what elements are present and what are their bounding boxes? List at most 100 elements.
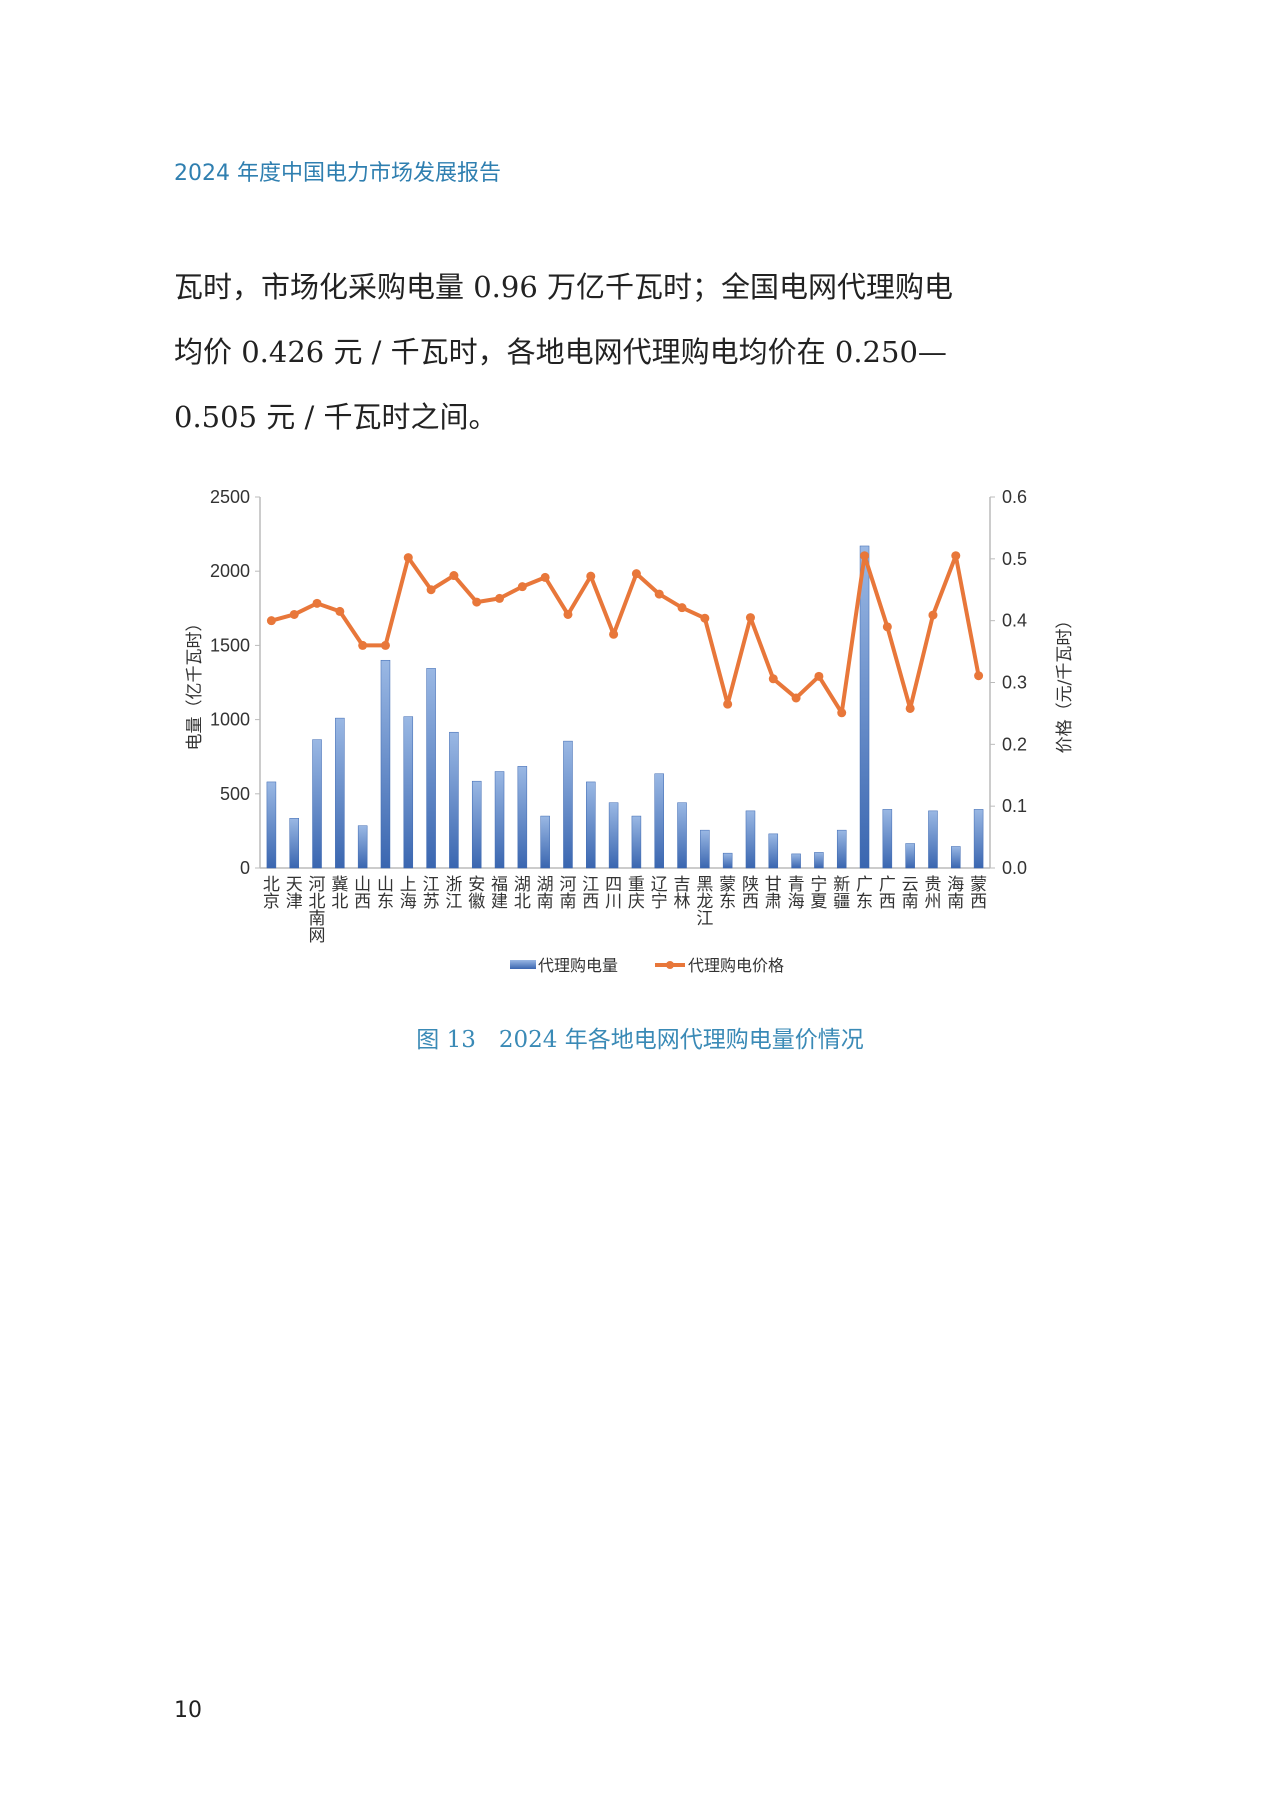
bar-甘肃	[768, 833, 779, 869]
bar-重庆	[631, 815, 642, 869]
price-point-上海	[403, 553, 413, 563]
price-point-陕西	[745, 613, 755, 623]
category-label: 重庆	[628, 875, 645, 912]
category-label: 安徽	[468, 875, 485, 912]
bar-辽宁	[654, 773, 664, 869]
category-label: 青海	[788, 875, 805, 912]
category-label: 吉林	[674, 875, 691, 912]
right-tick-label: 0.5	[1002, 549, 1027, 569]
price-point-广东	[860, 551, 870, 561]
left-tick-label: 2500	[210, 487, 250, 507]
category-label: 蒙西	[970, 875, 987, 912]
right-tick-label: 0.6	[1002, 487, 1027, 507]
category-label: 甘肃	[765, 875, 782, 912]
bar-天津	[289, 818, 299, 869]
right-tick-label: 0.0	[1002, 858, 1027, 878]
price-point-山西	[358, 640, 368, 650]
category-label: 蒙东	[719, 875, 736, 912]
price-point-贵州	[928, 610, 938, 620]
legend-bar-swatch	[510, 960, 536, 969]
bar-蒙西	[973, 809, 984, 869]
category-label: 广西	[879, 875, 896, 912]
category-label: 陕西	[742, 875, 759, 912]
left-tick-label: 1500	[210, 635, 250, 655]
price-point-新疆	[837, 708, 847, 718]
price-point-青海	[791, 693, 801, 703]
category-label: 湖南	[537, 875, 554, 912]
right-tick-label: 0.4	[1002, 611, 1027, 631]
bar-青海	[791, 853, 801, 869]
price-point-四川	[609, 629, 619, 639]
bar-蒙东	[722, 852, 733, 869]
right-axis-title: 价格（元/千瓦时）	[1055, 612, 1075, 754]
category-label: 河南	[559, 875, 576, 912]
bar-陕西	[745, 810, 756, 869]
bar-贵州	[928, 810, 938, 869]
price-point-蒙东	[723, 699, 733, 709]
bar-四川	[608, 802, 619, 869]
legend-line-marker	[666, 961, 674, 969]
price-point-海南	[951, 551, 961, 561]
page-number: 10	[174, 1698, 202, 1723]
left-tick-label: 500	[220, 784, 250, 804]
category-label: 宁夏	[810, 875, 827, 912]
price-point-冀北	[335, 606, 345, 616]
price-point-宁夏	[814, 671, 824, 681]
category-label: 湖北	[514, 875, 531, 912]
category-label: 冀北	[331, 875, 348, 912]
category-label: 海南	[947, 875, 964, 912]
figure-caption: 图 13 2024 年各地电网代理购电量价情况	[416, 1027, 864, 1053]
bar-山西	[357, 825, 368, 869]
bar-冀北	[335, 717, 345, 869]
price-point-蒙西	[974, 671, 984, 681]
category-label: 河北南网	[309, 875, 326, 946]
price-point-广西	[882, 622, 892, 632]
bar-海南	[951, 846, 961, 869]
bar-山东	[380, 659, 391, 869]
bar-江苏	[426, 668, 436, 869]
body-paragraph: 瓦时，市场化采购电量 0.96 万亿千瓦时；全国电网代理购电 均价 0.426 …	[174, 255, 1094, 450]
legend-line-label: 代理购电价格	[688, 956, 784, 975]
bar-上海	[403, 716, 414, 869]
right-tick-label: 0.2	[1002, 734, 1027, 754]
bar-安徽	[471, 780, 482, 869]
body-line: 0.505 元 / 千瓦时之间。	[174, 400, 498, 434]
running-header: 2024 年度中国电力市场发展报告	[174, 161, 501, 186]
bar-福建	[494, 771, 505, 869]
bar-北京	[266, 781, 277, 869]
price-point-甘肃	[768, 674, 778, 684]
category-label: 山西	[354, 875, 371, 912]
category-label: 云南	[902, 875, 919, 912]
bar-宁夏	[814, 852, 824, 869]
bar-新疆	[836, 829, 847, 869]
right-tick-label: 0.1	[1002, 796, 1027, 816]
price-point-浙江	[449, 571, 459, 581]
category-label: 天津	[286, 875, 303, 912]
combo-chart: 0 500 1000 1500 2000 2500 0.0 0.1 0.2 0.3 0.4 0.5 0.…	[185, 487, 1075, 975]
left-tick-label: 0	[240, 858, 250, 878]
price-point-湖南	[540, 572, 550, 582]
category-label: 新疆	[833, 875, 850, 912]
category-label: 上海	[400, 875, 417, 912]
price-point-湖北	[517, 582, 527, 592]
price-point-河北南网	[312, 598, 322, 608]
price-point-山东	[380, 640, 390, 650]
price-point-黑龙江	[700, 613, 710, 623]
price-point-云南	[905, 703, 915, 713]
category-label: 浙江	[445, 875, 462, 912]
category-label: 黑龙江	[696, 875, 713, 929]
left-tick-label: 1000	[210, 710, 250, 730]
left-axis-title: 电量（亿千瓦时）	[185, 615, 205, 751]
bar-河南	[563, 740, 573, 869]
right-tick-label: 0.3	[1002, 673, 1027, 693]
category-label: 辽宁	[651, 875, 668, 912]
price-point-北京	[266, 616, 276, 626]
price-point-江西	[586, 571, 596, 581]
category-label: 江苏	[423, 875, 440, 912]
price-point-福建	[495, 593, 505, 603]
price-line	[270, 553, 981, 715]
category-label: 四川	[605, 875, 622, 912]
bar-浙江	[449, 731, 459, 869]
category-label: 山东	[377, 875, 394, 912]
bar-广西	[882, 809, 893, 869]
